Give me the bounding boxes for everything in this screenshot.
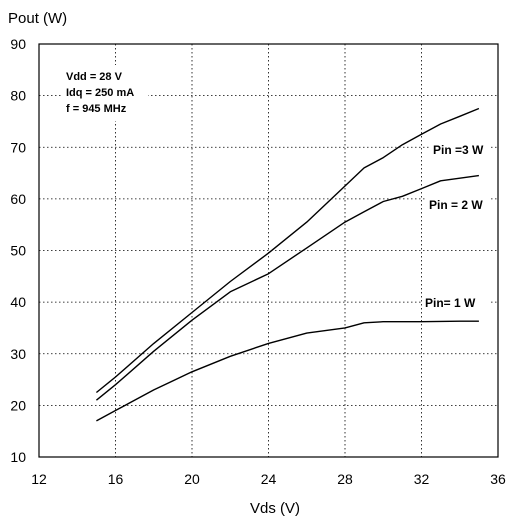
series-line-2: [95, 174, 479, 401]
y-tick-label: 50: [10, 243, 26, 259]
y-tick-label: 90: [10, 36, 26, 52]
annotation-idq: Idq = 250 mA: [66, 87, 134, 99]
y-tick-label: 10: [10, 449, 26, 465]
series-label-bg-2: [426, 196, 490, 212]
series-label-pin-1w: Pin= 1 W: [425, 296, 476, 310]
x-tick-label: 12: [31, 471, 47, 487]
x-axis-title: Vds (V): [250, 500, 300, 517]
y-axis-title: Pout (W): [8, 10, 67, 27]
series-line-3: [96, 320, 479, 422]
series-line-1: [95, 107, 480, 394]
annotation-freq: f = 945 MHz: [66, 103, 127, 115]
x-tick-label: 16: [108, 471, 124, 487]
series-label-pin-3w: Pin =3 W: [433, 143, 484, 157]
y-tick-labels: 10 20 30 40 50 60 70 80 90: [10, 36, 26, 465]
series-lines: [95, 107, 480, 422]
x-tick-label: 36: [490, 471, 506, 487]
annotation-box: [62, 65, 148, 121]
y-tick-label: 80: [10, 88, 26, 104]
x-tick-label: 24: [261, 471, 277, 487]
x-tick-label: 28: [337, 471, 353, 487]
x-tick-label: 32: [414, 471, 430, 487]
series-label-bg-3: [422, 294, 490, 310]
annotation-vdd: Vdd = 28 V: [66, 71, 123, 83]
x-tick-label: 20: [184, 471, 200, 487]
y-tick-label: 60: [10, 191, 26, 207]
x-tick-labels: 12 16 20 24 28 32 36: [31, 471, 506, 487]
y-tick-label: 30: [10, 346, 26, 362]
series-label-bg-1: [430, 141, 490, 157]
y-tick-label: 40: [10, 294, 26, 310]
plot-frame: [38, 43, 499, 458]
y-tick-label: 20: [10, 397, 26, 413]
y-tick-label: 70: [10, 139, 26, 155]
series-label-pin-2w: Pin = 2 W: [429, 198, 483, 212]
